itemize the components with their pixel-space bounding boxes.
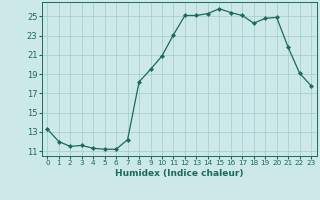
X-axis label: Humidex (Indice chaleur): Humidex (Indice chaleur) [115,169,244,178]
